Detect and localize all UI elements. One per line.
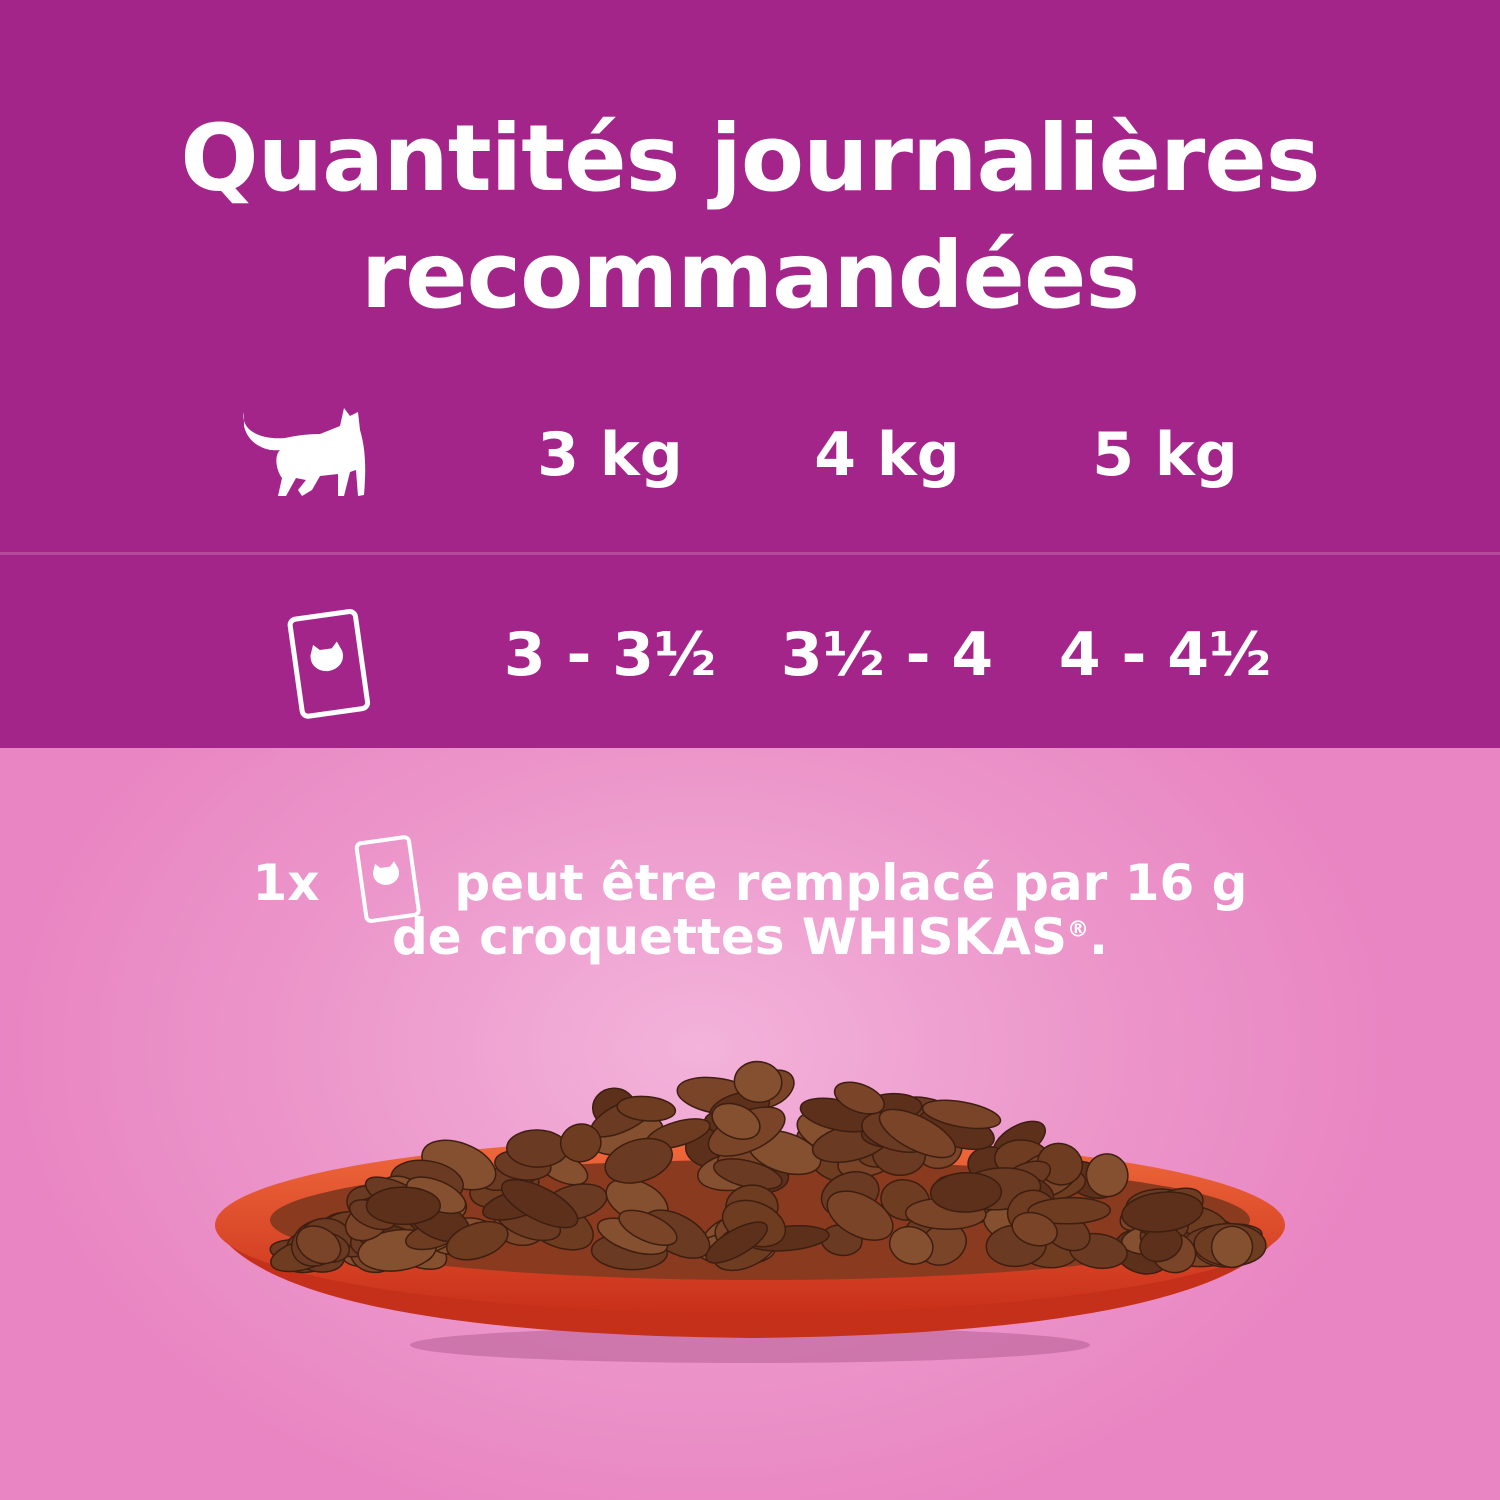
pouches-5kg: 4 - 4½: [1058, 620, 1272, 690]
title-line-2: recommandées: [360, 222, 1140, 329]
note-line-1: 1x peut être remplacé par 16 g: [0, 830, 1500, 930]
food-chunk: [1027, 1196, 1112, 1225]
food-chunk: [929, 1172, 1003, 1213]
food-chunks: [269, 1060, 1267, 1275]
note-text-1: peut être remplacé par 16 g: [454, 854, 1248, 912]
food-chunk: [1121, 1191, 1204, 1233]
food-chunk: [1085, 1153, 1129, 1198]
food-chunk: [826, 1190, 894, 1241]
pouches-3kg: 3 - 3½: [503, 620, 717, 690]
food-chunk: [705, 1221, 769, 1264]
food-chunk: [506, 1129, 569, 1168]
note-end: .: [1089, 908, 1108, 966]
title-line-1: Quantités journalières: [180, 105, 1320, 212]
row-divider: [0, 552, 1500, 555]
food-chunk: [616, 1095, 677, 1122]
food-chunk: [559, 1123, 602, 1163]
food-chunk: [604, 1137, 673, 1184]
cat-icon: [243, 408, 366, 496]
weight-5kg: 5 kg: [1092, 420, 1238, 490]
note-line-2: de croquettes WHISKAS®.: [0, 908, 1500, 966]
food-chunk: [888, 1225, 934, 1265]
note-prefix: 1x: [252, 854, 320, 912]
food-chunk: [878, 1108, 957, 1159]
food-chunk: [295, 1225, 342, 1265]
note-text-2: de croquettes WHISKAS: [392, 908, 1067, 966]
food-chunk: [921, 1099, 1002, 1130]
registered-mark: ®: [1067, 917, 1089, 943]
food-chunk: [365, 1186, 442, 1226]
food-chunk: [833, 1081, 885, 1115]
food-chunk: [445, 1220, 509, 1261]
food-bowl-image: [215, 1060, 1285, 1363]
pouch-icon: [354, 835, 421, 923]
food-chunk: [1210, 1225, 1254, 1269]
food-chunk: [1011, 1211, 1058, 1247]
pouches-4kg: 3½ - 4: [780, 620, 994, 690]
pouch-icon: [287, 609, 371, 719]
weight-4kg: 4 kg: [814, 420, 960, 490]
food-chunk: [733, 1060, 783, 1103]
food-chunk: [500, 1178, 579, 1229]
header-panel: [0, 0, 1500, 748]
weight-3kg: 3 kg: [537, 420, 683, 490]
food-chunk: [618, 1209, 678, 1246]
food-chunk: [711, 1102, 761, 1140]
